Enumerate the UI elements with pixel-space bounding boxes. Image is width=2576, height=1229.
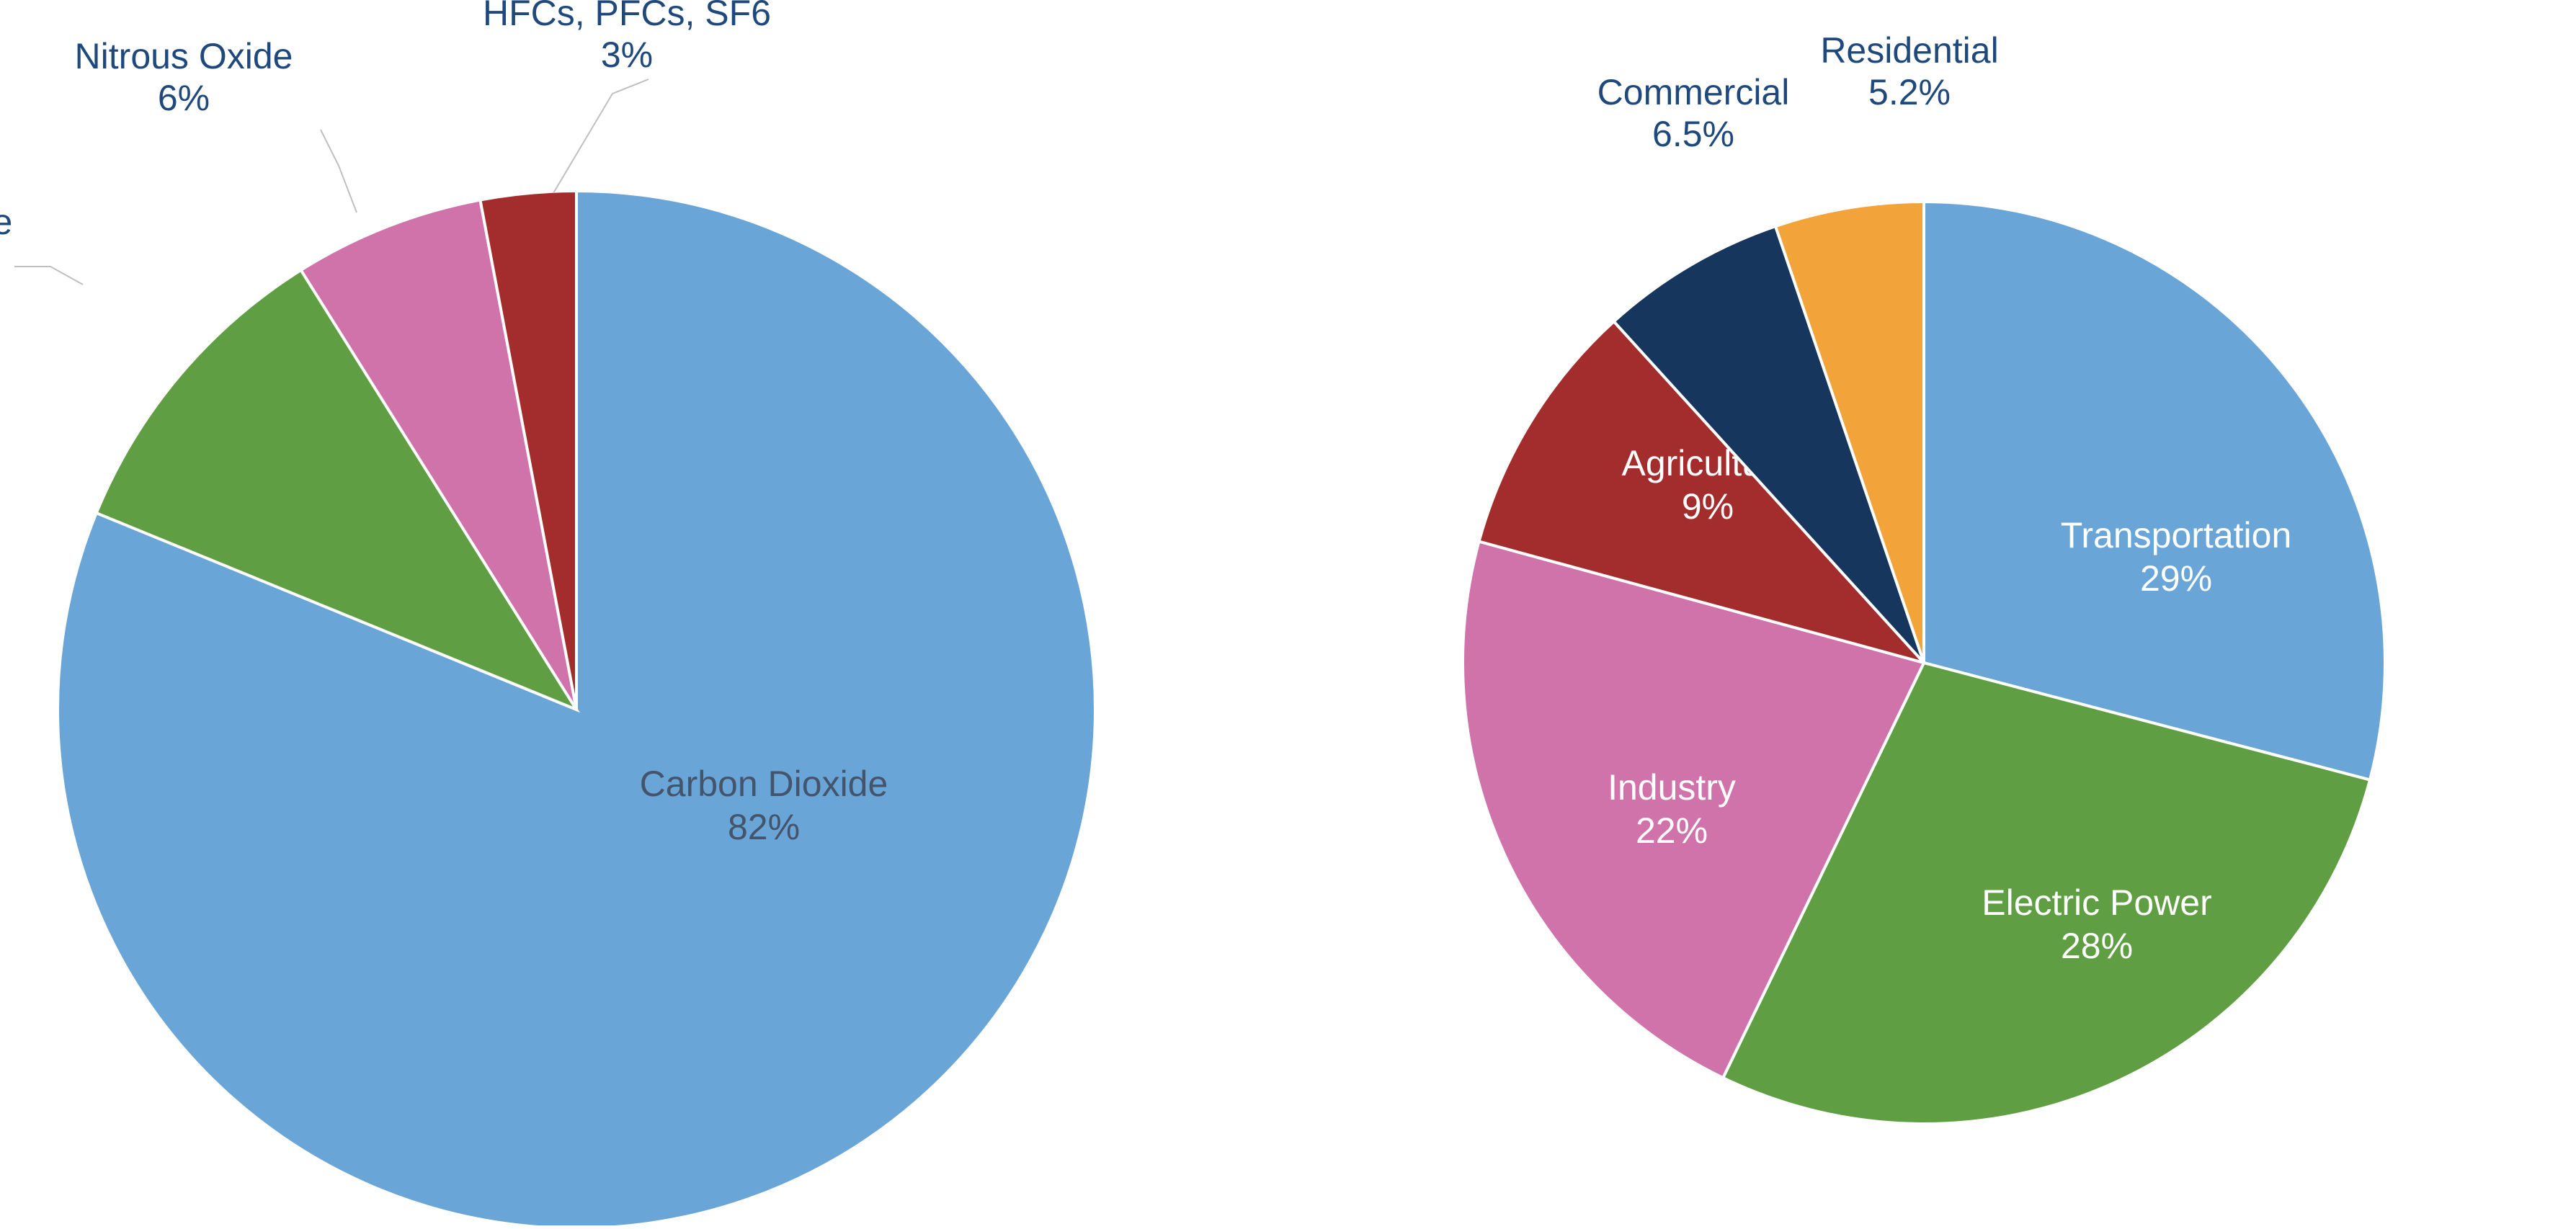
pie-right-label-0: Transportation: [2061, 515, 2292, 555]
pie-right-pct-1: 28%: [2061, 926, 2133, 966]
pie-right-pct-3: 9%: [1682, 486, 1734, 527]
pie-right-ext-label-4: Commercial6.5%: [1597, 72, 1790, 155]
pie-left-ext-label-pct-2: 6%: [75, 78, 293, 120]
chart-canvas: Carbon Dioxide82% Transportation29%Elect…: [0, 0, 2576, 1225]
pie-right-ext-label-pct-4: 6.5%: [1597, 114, 1790, 156]
pie-left-ext-label-text-3: HFCs, PFCs, SF6: [483, 0, 771, 33]
pie-left-ext-label-2: Nitrous Oxide6%: [75, 36, 293, 119]
pie-right-ext-label-pct-5: 5.2%: [1820, 72, 1998, 114]
pie-right-label-1: Electric Power: [1982, 882, 2212, 923]
pie-right-ext-label-text-4: Commercial: [1597, 72, 1790, 112]
pie-left-ext-label-pct-3: 3%: [483, 35, 771, 76]
pie-left-ext-label-3: HFCs, PFCs, SF63%: [483, 0, 771, 76]
pie-right-pct-2: 22%: [1636, 810, 1708, 851]
pie-left-ext-label-pct-1: 10%: [0, 243, 12, 285]
pie-left-ext-label-1: Methane10%: [0, 202, 12, 285]
pie-right: Transportation29% Electric Power28% Indust…: [0, 0, 2576, 1229]
pie-right-pct-0: 29%: [2140, 558, 2212, 599]
pie-right-ext-label-text-5: Residential: [1820, 30, 1998, 71]
pie-left-ext-label-text-1: Methane: [0, 202, 12, 242]
pie-left-ext-label-text-2: Nitrous Oxide: [75, 36, 293, 76]
pie-right-ext-label-5: Residential5.2%: [1820, 30, 1998, 113]
pie-right-label-2: Industry: [1608, 767, 1736, 808]
